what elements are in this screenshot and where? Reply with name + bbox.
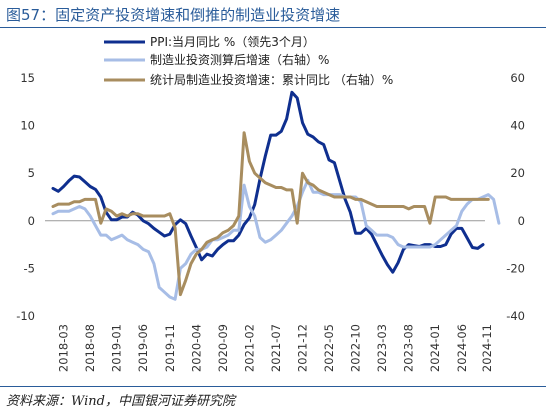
x-axis-tick-label: 2018-08 — [83, 324, 97, 372]
series-group — [51, 90, 501, 301]
legend-label: 制造业投资测算后增速（右轴）% — [150, 52, 329, 67]
x-axis-tick-label: 2023-03 — [375, 324, 389, 372]
x-axis-tick-label: 2019-06 — [136, 324, 150, 372]
source-note: 资料来源：Wind，中国银河证券研究院 — [6, 394, 235, 409]
x-axis-tick-label: 2020-04 — [189, 324, 203, 372]
right-axis-tick-label: 60 — [510, 71, 525, 85]
x-axis-tick-label: 2021-12 — [296, 324, 310, 372]
legend-label: 统计局制造业投资增速：累计同比 （右轴）% — [150, 72, 393, 87]
legend-label: PPI:当月同比 %（领先3个月） — [150, 35, 315, 49]
left-axis-tick-label: -5 — [24, 261, 35, 275]
x-axis-tick-label: 2023-08 — [402, 324, 416, 372]
figure-title: 图57：固定资产投资增速和倒推的制造业投资增速 — [6, 6, 341, 24]
right-axis-tick-label: 20 — [510, 166, 525, 180]
x-axis-tick-label: 2024-01 — [428, 324, 442, 372]
x-axis-tick-label: 2020-09 — [216, 324, 230, 372]
x-axis-tick-label: 2024-11 — [480, 324, 494, 372]
left-axis-tick-label: 10 — [20, 119, 35, 133]
left-axis-tick-label: 5 — [28, 166, 35, 180]
title-rule — [0, 27, 546, 28]
x-axis-tick-label: 2018-03 — [57, 324, 71, 372]
left-axis-tick-label: 0 — [28, 214, 35, 228]
series-line — [51, 178, 501, 301]
right-axis-tick-label: 40 — [510, 119, 525, 133]
axes-group: -10 -5 0 5 10 15 -40 -20 0 20 40 60 2018-03 2018-08 20… — [16, 71, 525, 372]
x-axis-tick-label: 2021-07 — [269, 324, 283, 372]
series-line — [51, 90, 485, 274]
x-axis-tick-label: 2019-11 — [163, 324, 177, 372]
left-axis-tick-label: 15 — [20, 71, 35, 85]
x-axis-tick-label: 2022-10 — [349, 324, 363, 372]
series-line — [51, 131, 490, 297]
right-axis-tick-label: -20 — [506, 261, 525, 275]
left-axis-tick-label: -10 — [16, 309, 35, 323]
right-axis-tick-label: 0 — [518, 214, 525, 228]
x-axis-tick-label: 2019-01 — [110, 324, 124, 372]
x-axis-tick-label: 2022-05 — [322, 324, 336, 372]
x-axis-tick-label: 2021-02 — [242, 324, 256, 372]
right-axis-tick-label: -40 — [506, 309, 525, 323]
source-rule — [0, 386, 546, 387]
x-axis-tick-label: 2024-06 — [455, 324, 469, 372]
chart-svg: -10 -5 0 5 10 15 -40 -20 0 20 40 60 2018-03 2018-08 20… — [16, 35, 525, 372]
legend-group: PPI:当月同比 %（领先3个月） 制造业投资测算后增速（右轴）% 统计局制造业投资… — [104, 35, 393, 87]
